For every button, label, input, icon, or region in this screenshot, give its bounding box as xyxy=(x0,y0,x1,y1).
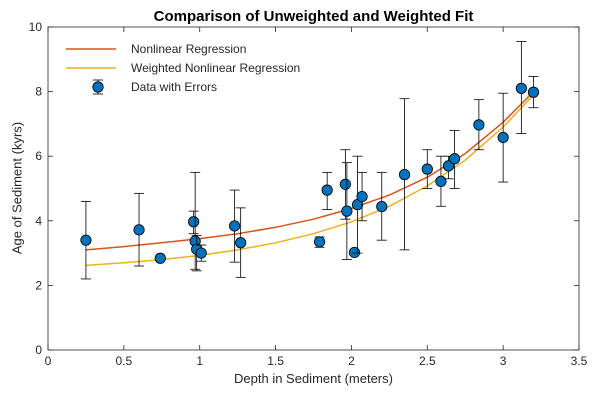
data-marker xyxy=(448,153,461,165)
data-marker xyxy=(398,169,411,181)
data-point xyxy=(421,149,433,189)
data-marker xyxy=(229,220,241,232)
data-marker xyxy=(195,247,207,259)
data-marker xyxy=(339,178,351,190)
data-marker xyxy=(133,224,145,236)
x-tick-label: 3.5 xyxy=(571,354,588,368)
data-point xyxy=(348,246,361,259)
data-point xyxy=(442,155,455,180)
data-marker xyxy=(80,234,92,246)
data-point xyxy=(154,252,166,264)
x-tick-label: 2.5 xyxy=(419,354,436,368)
data-marker xyxy=(154,252,166,264)
data-point xyxy=(195,244,207,262)
x-tick-label: 0 xyxy=(45,354,52,368)
data-point xyxy=(515,41,527,134)
data-point xyxy=(229,189,241,263)
y-tick-label: 8 xyxy=(35,85,42,99)
x-tick-label: 1.5 xyxy=(267,354,284,368)
x-tick-label: 3 xyxy=(500,354,507,368)
data-marker xyxy=(527,86,540,98)
data-point xyxy=(448,129,461,189)
data-point xyxy=(133,192,145,267)
y-tick-label: 2 xyxy=(35,278,42,292)
x-tick-label: 2 xyxy=(348,354,355,368)
x-tick-label: 0.5 xyxy=(116,354,133,368)
data-point xyxy=(497,92,509,183)
data-marker xyxy=(188,216,200,228)
data-marker xyxy=(497,131,509,144)
legend-marker-swatch xyxy=(92,81,104,93)
data-point xyxy=(527,76,540,109)
data-point xyxy=(376,171,388,241)
data-point xyxy=(321,171,333,210)
series-line-nonlinear xyxy=(85,91,535,251)
data-marker xyxy=(356,190,368,203)
legend-label: Weighted Nonlinear Regression xyxy=(131,61,300,75)
x-axis-label: Depth in Sediment (meters) xyxy=(234,371,393,386)
plot-frame xyxy=(47,26,580,351)
data-marker xyxy=(348,246,361,259)
data-marker xyxy=(435,175,447,187)
data-point xyxy=(356,171,368,222)
data-marker xyxy=(515,82,527,94)
data-marker xyxy=(442,160,455,172)
data-point xyxy=(339,149,351,220)
data-marker xyxy=(376,200,388,213)
y-tick-label: 0 xyxy=(35,343,42,357)
data-point xyxy=(341,162,353,260)
data-point xyxy=(473,99,485,151)
data-marker xyxy=(321,184,333,196)
data-marker xyxy=(235,237,247,249)
legend: Nonlinear Regression Weighted Nonlinear R… xyxy=(66,42,300,95)
legend-label: Data with Errors xyxy=(131,80,217,94)
y-tick-label: 4 xyxy=(35,214,42,228)
data-point xyxy=(313,236,326,248)
data-marker xyxy=(421,163,433,175)
data-marker xyxy=(341,205,353,217)
legend-label: Nonlinear Regression xyxy=(131,42,246,56)
data-point xyxy=(235,207,247,278)
y-axis-label: Age of Sediment (kyrs) xyxy=(9,121,25,255)
data-point xyxy=(188,210,200,235)
data-marker xyxy=(313,236,326,248)
y-tick-label: 10 xyxy=(29,20,43,34)
chart-title: Comparison of Unweighted and Weighted Fi… xyxy=(153,8,474,25)
data-point xyxy=(398,98,411,251)
x-tick-label: 1 xyxy=(196,354,203,368)
y-tick-label: 6 xyxy=(35,149,42,163)
data-marker xyxy=(473,119,485,131)
data-point xyxy=(80,201,92,280)
